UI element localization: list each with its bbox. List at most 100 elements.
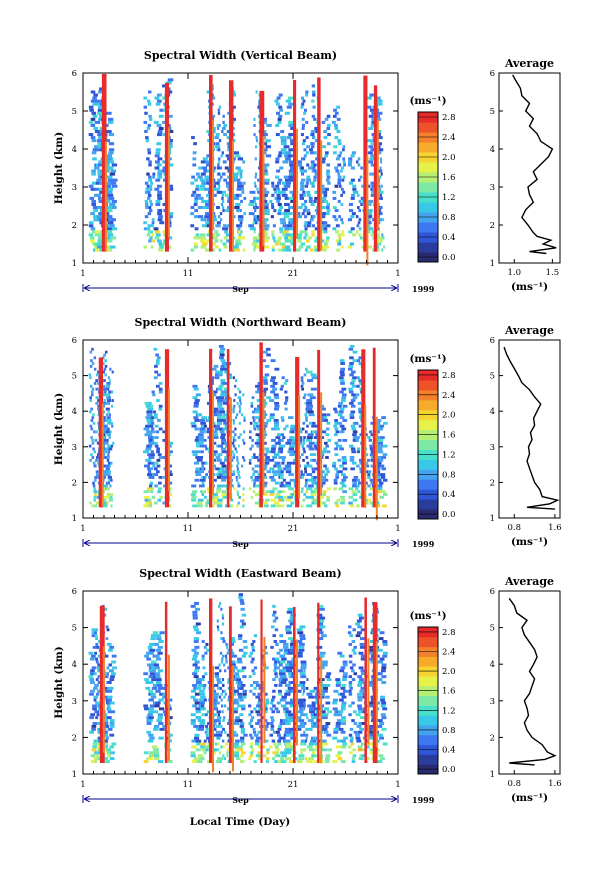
heatmap-cell: [106, 470, 109, 474]
heatmap-cell: [304, 470, 308, 474]
heatmap-cell: [236, 470, 239, 474]
heatmap-cell: [190, 493, 196, 496]
heatmap-cell: [221, 172, 226, 176]
heatmap-cell: [296, 760, 303, 764]
heatmap-cell: [277, 760, 282, 764]
heatmap-cell: [302, 209, 306, 213]
heatmap-cell: [158, 707, 165, 711]
heatmap-cell: [279, 722, 286, 725]
heatmap-cell: [351, 370, 356, 374]
colorbar-tick-label: 2.8: [442, 628, 456, 638]
heatmap-cell: [238, 404, 241, 408]
heatmap-cell: [352, 190, 357, 194]
heatmap-cell: [304, 206, 308, 210]
heatmap-cell: [167, 215, 173, 219]
heatmap-cell: [147, 739, 154, 743]
heatmap-cell: [302, 447, 306, 451]
heatmap-cell: [217, 736, 220, 740]
heatmap-cell: [356, 450, 361, 454]
heatmap-cell: [253, 427, 257, 431]
heatmap-cell: [326, 114, 331, 118]
heatmap-cell: [237, 178, 241, 182]
heatmap-cell: [147, 193, 151, 197]
heatmap-cell: [338, 410, 344, 414]
heatmap-cell: [154, 436, 159, 439]
heatmap-cell: [302, 724, 305, 728]
heatmap-cell: [217, 148, 221, 152]
heatmap-cell: [213, 493, 218, 496]
year-label: 1999: [412, 539, 435, 549]
heatmap-cell: [215, 370, 220, 374]
heatmap-cell: [154, 416, 158, 420]
heatmap-cell: [254, 157, 257, 161]
heatmap-cell: [215, 142, 220, 146]
heatmap-cell: [243, 733, 248, 737]
x-tick-label: 11: [183, 524, 194, 534]
heatmap-cell: [97, 399, 100, 402]
heatmap-cell: [242, 504, 245, 508]
y-tick-label: 6: [72, 69, 77, 79]
heatmap-cell: [290, 745, 293, 749]
heatmap-cell: [222, 413, 229, 417]
heatmap-cell: [93, 695, 99, 699]
heatmap-cell: [353, 651, 357, 655]
heatmap-cell: [103, 464, 106, 468]
average-y-tick-label: 4: [490, 407, 495, 417]
heatmap-cell: [352, 184, 357, 188]
heatmap-cell: [288, 236, 294, 240]
heatmap-cell: [156, 464, 161, 468]
heatmap-cell: [300, 430, 303, 434]
colorbar-tick-label: 0.8: [442, 470, 456, 480]
heatmap-cell: [271, 193, 275, 197]
heatmap-cell: [340, 362, 345, 365]
heatmap-cell: [300, 384, 304, 388]
heatmap-cell: [279, 450, 283, 454]
heatmap-cell: [196, 236, 203, 240]
heatmap-cell: [154, 96, 160, 100]
heatmap-cell: [223, 123, 228, 127]
heatmap-cell: [108, 221, 114, 225]
heatmap-cell: [304, 215, 308, 219]
heatmap-cell: [263, 501, 268, 505]
heatmap-cell: [220, 637, 223, 641]
month-label: Sep: [232, 284, 249, 294]
heatmap-cell: [326, 421, 331, 425]
heatmap-cell: [311, 754, 316, 758]
heatmap-cell: [193, 202, 198, 206]
heatmap-cell: [340, 760, 346, 764]
heatmap-cell: [219, 396, 225, 400]
heatmap-cell: [262, 172, 269, 176]
heatmap-cell: [198, 698, 205, 702]
burst-column: [228, 80, 234, 252]
heatmap-cell: [317, 730, 323, 734]
heatmap-cell: [104, 695, 108, 699]
heatmap-cell: [145, 136, 149, 140]
heatmap-cell: [148, 206, 152, 210]
heatmap-cell: [351, 701, 355, 705]
heatmap-cell: [90, 239, 95, 243]
heatmap-cell: [300, 172, 305, 176]
heatmap-cell: [162, 686, 168, 690]
heatmap-cell: [269, 467, 275, 471]
y-tick-label: 5: [72, 624, 77, 634]
heatmap-cell: [301, 742, 305, 746]
heatmap-cell: [362, 748, 366, 752]
heatmap-cell: [337, 178, 342, 182]
heatmap-cell: [94, 233, 101, 237]
heatmap-cell: [336, 470, 340, 474]
heatmap-cell: [257, 190, 260, 194]
heatmap-cell: [217, 184, 221, 188]
burst-column: [317, 602, 320, 764]
heatmap-cell: [301, 123, 306, 127]
heatmap-cell: [196, 450, 203, 454]
heatmap-cell: [262, 433, 268, 437]
heatmap-cell: [376, 660, 380, 664]
heatmap-cell: [333, 730, 339, 734]
heatmap-cell: [146, 233, 151, 237]
heatmap-cell: [335, 724, 341, 728]
heatmap-cell: [279, 206, 284, 210]
heatmap-cell: [324, 199, 329, 203]
heatmap-cell: [284, 722, 291, 725]
heatmap-cell: [356, 384, 360, 388]
heatmap-cell: [275, 493, 281, 496]
